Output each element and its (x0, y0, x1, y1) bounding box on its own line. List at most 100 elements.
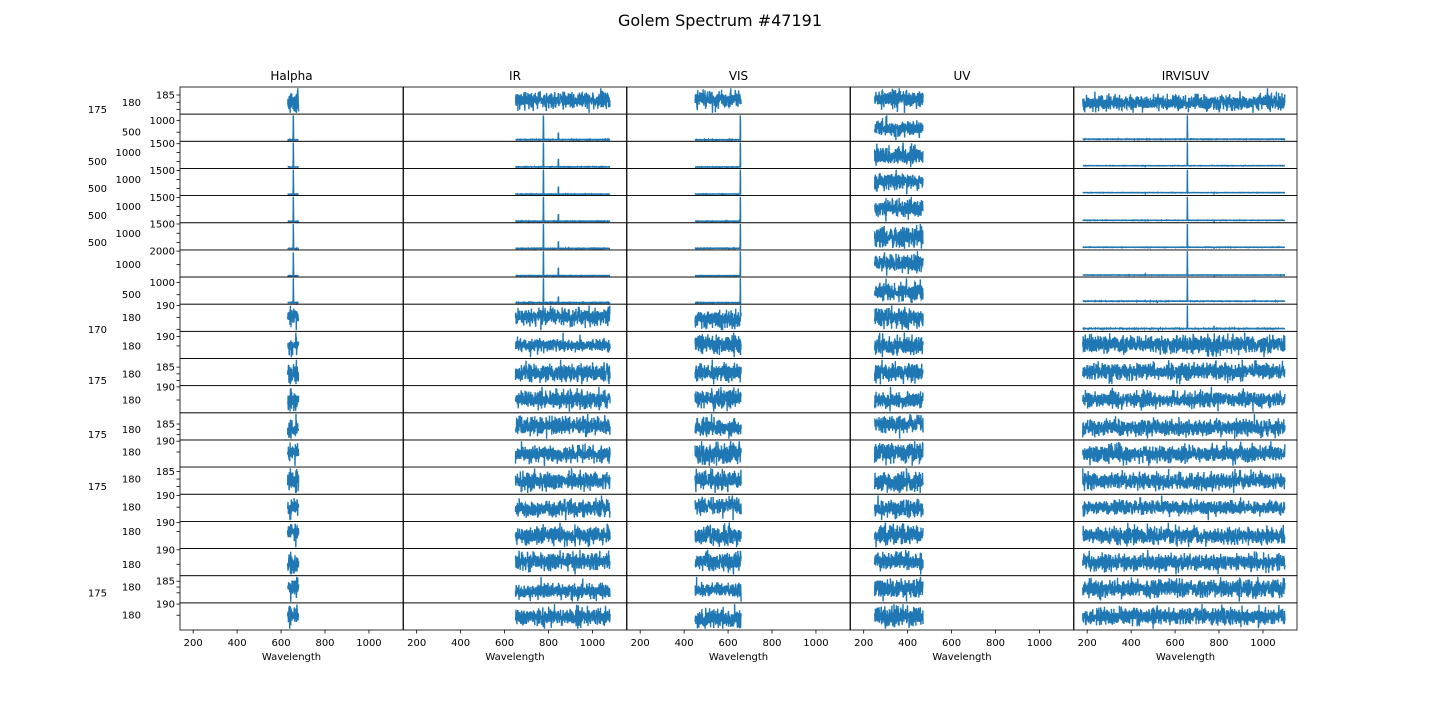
panel-frame (403, 195, 627, 224)
column-title: Halpha (270, 69, 312, 83)
panel-frame (626, 222, 851, 251)
spectrum-line (515, 115, 611, 143)
y-tick-label: 185 (156, 420, 175, 431)
y-tick-label: 1500 (150, 193, 175, 204)
panel-frame (179, 276, 404, 305)
x-tick-label: 1000 (1027, 638, 1052, 649)
y-tick-label: 190 (156, 600, 175, 611)
y-tick-label: 1000 (116, 202, 141, 213)
spectrum-line (1082, 142, 1286, 168)
spectrum-line (287, 305, 300, 331)
spectrum-line (514, 386, 611, 412)
panel-frame (626, 602, 851, 631)
panel-frame (1073, 303, 1298, 332)
spectrum-line (1082, 468, 1286, 494)
y-tick-label: 180 (122, 341, 141, 352)
spectrum-line (515, 278, 611, 306)
y-tick-label: 1000 (116, 229, 141, 240)
y-tick-label: 175 (88, 482, 107, 493)
spectrum-line (514, 332, 611, 358)
y-tick-label: 185 (156, 467, 175, 478)
spectrum-line (694, 576, 742, 602)
x-tick-label: 200 (1078, 638, 1097, 649)
x-tick-label: 1000 (803, 638, 828, 649)
spectrum-line (1082, 223, 1286, 250)
panel-frame (626, 140, 851, 169)
panel-frame (626, 168, 851, 196)
y-tick-label: 180 (122, 369, 141, 380)
x-tick-label: 800 (1209, 638, 1228, 649)
panel-frame (1073, 222, 1298, 251)
spectrum-line (874, 468, 924, 494)
panel-frame (403, 222, 627, 251)
panel-frame (403, 140, 627, 169)
spectrum-line (1082, 576, 1286, 602)
spectrum-line (874, 495, 924, 521)
column-title: IR (509, 69, 521, 83)
spectrum-line (694, 522, 742, 548)
panel-frame (1073, 168, 1298, 196)
x-tick-label: 800 (539, 638, 558, 649)
figure-title: Golem Spectrum #47191 (618, 11, 822, 30)
spectrum-line (874, 142, 924, 168)
panel-frame (1073, 195, 1298, 224)
spectrum-line (514, 468, 611, 494)
panel-frame (1073, 602, 1298, 631)
spectrum-line (694, 142, 742, 169)
spectrum-line (287, 388, 300, 412)
spectrum-line (515, 196, 611, 224)
spectrum-line (874, 223, 924, 249)
spectrum-line (514, 305, 611, 331)
y-tick-label: 180 (122, 527, 141, 538)
y-tick-label: 1500 (150, 219, 175, 230)
spectrum-line (287, 278, 299, 306)
y-tick-label: 180 (122, 425, 141, 436)
y-tick-label: 190 (156, 332, 175, 343)
panel-frame (403, 168, 627, 196)
spectrum-line (874, 522, 924, 548)
x-axis-label: Wavelength (262, 652, 321, 663)
spectrum-line (694, 115, 742, 142)
spectrum-line (514, 576, 611, 602)
x-tick-label: 1000 (356, 638, 381, 649)
x-tick-label: 600 (719, 638, 738, 649)
spectrum-line (694, 223, 742, 251)
x-tick-label: 600 (495, 638, 514, 649)
spectrum-line (287, 196, 300, 223)
spectrum-line (1082, 522, 1286, 548)
y-tick-label: 190 (156, 518, 175, 529)
panel-frame (179, 113, 404, 142)
x-axis-label: Wavelength (485, 652, 544, 663)
spectrum-line (694, 251, 742, 277)
y-tick-label: 1000 (116, 148, 141, 159)
y-tick-label: 175 (88, 588, 107, 599)
spectrum-line (515, 223, 611, 251)
x-tick-label: 400 (675, 638, 694, 649)
spectrum-line (874, 332, 924, 358)
spectrum-line (1082, 386, 1286, 412)
x-tick-label: 200 (631, 638, 650, 649)
spectrum-line (1082, 332, 1286, 358)
spectrum-line (874, 115, 924, 141)
spectrum-line (514, 604, 611, 629)
spectrum-line (287, 551, 300, 575)
spectrum-line (694, 169, 742, 196)
spectrum-line (1082, 115, 1286, 142)
spectrum-line (694, 278, 742, 306)
panel-frame (403, 113, 627, 142)
y-tick-label: 1000 (116, 175, 141, 186)
y-tick-label: 500 (122, 128, 141, 139)
y-tick-label: 1000 (150, 116, 175, 127)
spectrum-line (287, 332, 300, 358)
panel-frame (1073, 276, 1298, 305)
spectrum-line (874, 441, 924, 466)
column-title: UV (954, 69, 972, 83)
y-tick-label: 175 (88, 105, 107, 116)
spectrum-line (874, 196, 924, 222)
x-tick-label: 200 (184, 638, 203, 649)
x-tick-label: 800 (315, 638, 334, 649)
spectrum-line (874, 549, 924, 575)
spectrum-line (514, 169, 611, 196)
spectrum-line (694, 495, 742, 521)
y-tick-label: 175 (88, 376, 107, 387)
